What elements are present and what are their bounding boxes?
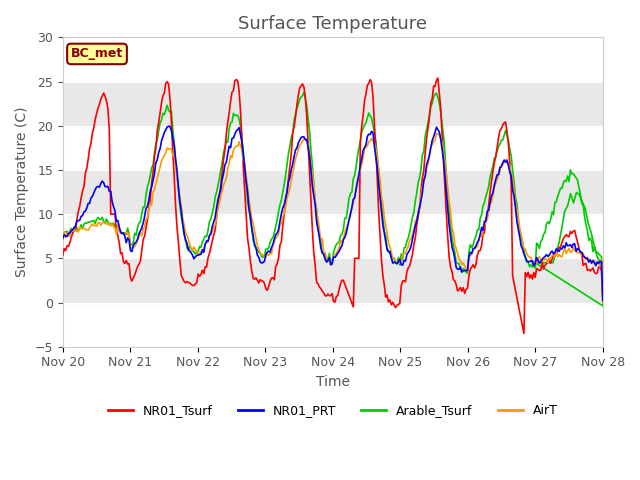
NR01_Tsurf <box>231 78 239 84</box>
Arable_Tsurf <box>463 270 471 276</box>
Line: NR01_Tsurf: NR01_Tsurf <box>63 78 603 334</box>
Y-axis label: Surface Temperature (C): Surface Temperature (C) <box>15 107 29 277</box>
NR01_PRT <box>479 228 487 233</box>
Arable_Tsurf <box>300 89 308 95</box>
AirT <box>462 265 470 271</box>
NR01_Tsurf <box>462 287 470 292</box>
Bar <box>63 170 603 214</box>
Arable_Tsurf <box>599 260 607 265</box>
X-axis label: Time: Time <box>316 375 350 389</box>
Arable_Tsurf <box>59 230 67 236</box>
NR01_Tsurf <box>378 257 385 263</box>
Arable_Tsurf <box>231 113 239 119</box>
Bar <box>63 258 603 302</box>
NR01_PRT <box>59 236 67 241</box>
NR01_Tsurf <box>575 245 583 251</box>
Arable_Tsurf <box>251 240 259 246</box>
Arable_Tsurf <box>577 191 584 196</box>
Arable_Tsurf <box>599 303 607 309</box>
AirT <box>378 194 385 200</box>
AirT <box>231 145 239 151</box>
NR01_PRT <box>231 132 239 137</box>
NR01_Tsurf <box>59 252 67 258</box>
Line: AirT: AirT <box>63 134 603 303</box>
NR01_PRT <box>462 268 470 274</box>
Text: BC_met: BC_met <box>71 48 123 60</box>
NR01_PRT <box>251 242 259 248</box>
AirT <box>575 249 583 255</box>
Title: Surface Temperature: Surface Temperature <box>238 15 428 33</box>
Arable_Tsurf <box>379 215 387 220</box>
NR01_PRT <box>575 247 583 252</box>
Legend: NR01_Tsurf, NR01_PRT, Arable_Tsurf, AirT: NR01_Tsurf, NR01_PRT, Arable_Tsurf, AirT <box>103 399 563 422</box>
Line: Arable_Tsurf: Arable_Tsurf <box>63 92 603 306</box>
AirT <box>479 224 487 229</box>
AirT <box>251 228 259 234</box>
Arable_Tsurf <box>481 200 488 205</box>
Bar <box>63 82 603 126</box>
NR01_PRT <box>378 208 385 214</box>
Line: NR01_PRT: NR01_PRT <box>63 126 603 300</box>
NR01_Tsurf <box>479 231 487 237</box>
AirT <box>59 233 67 239</box>
NR01_Tsurf <box>251 276 259 282</box>
